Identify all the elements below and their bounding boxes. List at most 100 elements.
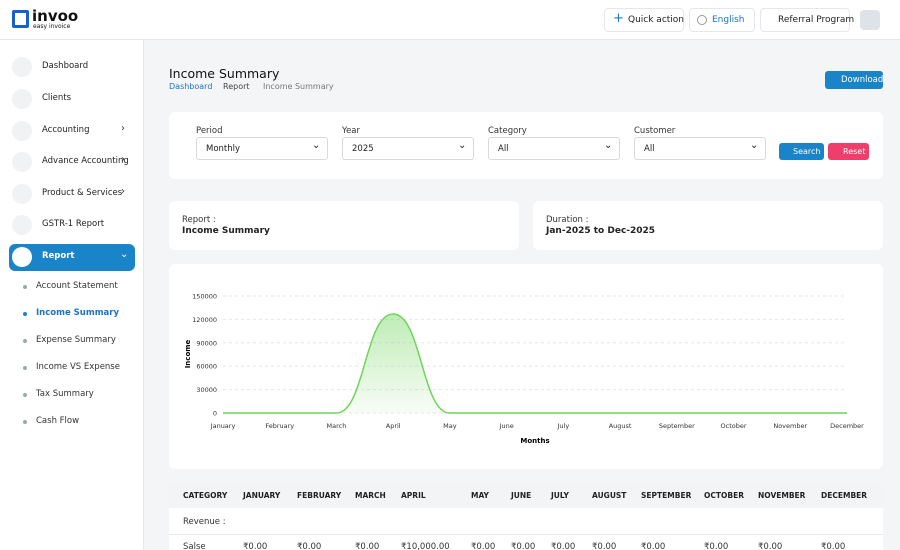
tagline: easy invoice [33, 23, 71, 30]
select[interactable]: All [488, 137, 620, 160]
x-tick-label: January [210, 422, 236, 430]
x-tick-label: September [659, 422, 695, 430]
nav-item[interactable]: Accounting [42, 125, 90, 135]
search[interactable]: Search [779, 143, 824, 160]
plus: + [613, 11, 624, 26]
column-header: APRIL [401, 491, 426, 500]
column-header: FEBRUARY [297, 491, 342, 500]
cell: ₹0.00 [758, 542, 783, 550]
x-tick-label: December [830, 422, 864, 430]
select[interactable]: Monthly [196, 137, 328, 160]
nav-icon [12, 89, 32, 109]
sub-item[interactable]: Account Statement [36, 281, 118, 291]
info-card [169, 201, 519, 250]
cell: ₹0.00 [821, 542, 846, 550]
y-tick-label: 60000 [196, 363, 217, 371]
referral[interactable]: Referral Program [760, 8, 854, 32]
sub-item[interactable]: Income Summary [36, 308, 120, 318]
column-header: MARCH [355, 491, 386, 500]
breadcrumb: Income Summary [263, 82, 334, 91]
nav-icon [12, 184, 32, 204]
nav-item[interactable]: Dashboard [42, 61, 89, 71]
x-tick-label: June [499, 422, 514, 430]
chevron: › [121, 154, 125, 165]
column-header: JANUARY [243, 491, 281, 500]
select[interactable]: All [634, 137, 766, 160]
column-header: NOVEMBER [758, 491, 806, 500]
y-tick-label: 120000 [192, 316, 217, 324]
info-label: Report : [182, 215, 216, 225]
sub-item[interactable]: Cash Flow [36, 416, 80, 426]
area [223, 313, 847, 413]
column-header: JUNE [511, 491, 532, 500]
select-arrow: ⌄ [604, 140, 613, 151]
cell: ₹0.00 [355, 542, 380, 550]
cell: ₹0.00 [641, 542, 666, 550]
cell: ₹0.00 [297, 542, 322, 550]
logo-icon [12, 10, 29, 28]
info-value: Jan-2025 to Dec-2025 [546, 226, 656, 236]
sub-dot [23, 285, 27, 289]
x-tick-label: April [386, 422, 401, 430]
globe [697, 15, 707, 25]
chevron: ⌄ [120, 249, 129, 260]
filter-label: Category [488, 126, 527, 136]
column-header: AUGUST [592, 491, 627, 500]
sub-dot [23, 420, 27, 424]
cell: ₹0.00 [243, 542, 268, 550]
chevron: › [121, 123, 125, 134]
row-line [169, 534, 883, 535]
breadcrumb[interactable]: Report [223, 82, 250, 91]
sub-dot [23, 366, 27, 370]
cell: ₹0.00 [704, 542, 729, 550]
download[interactable]: Download [825, 71, 883, 89]
quick-action[interactable]: Quick action [604, 8, 684, 32]
cell: ₹0.00 [592, 542, 617, 550]
sub-dot [23, 393, 27, 397]
nav-item[interactable]: Product & Services [42, 188, 123, 198]
filter-label: Period [196, 126, 223, 136]
column-header: JULY [551, 491, 569, 500]
nav-item[interactable]: Report [42, 251, 75, 261]
sub-item[interactable]: Income VS Expense [36, 362, 120, 372]
y-tick-label: 0 [213, 410, 217, 418]
sub-item[interactable]: Tax Summary [36, 389, 94, 399]
info-value: Income Summary [182, 226, 270, 236]
sub-dot [23, 312, 27, 316]
table-header [169, 483, 883, 508]
cell: ₹0.00 [511, 542, 536, 550]
x-tick-label: July [557, 422, 570, 430]
nav-icon [12, 247, 32, 267]
info-card [533, 201, 883, 250]
x-tick-label: August [609, 422, 632, 430]
cell: Salse [183, 542, 206, 550]
filter-label: Year [342, 126, 360, 136]
nav-item[interactable]: Clients [42, 93, 72, 103]
avatar[interactable] [860, 10, 880, 30]
column-header: MAY [471, 491, 489, 500]
filter-card [169, 112, 883, 179]
reset[interactable]: Reset [828, 143, 869, 160]
nav-item[interactable]: Advance Accounting [42, 156, 129, 166]
select-arrow: ⌄ [750, 140, 759, 151]
sub-dot [23, 339, 27, 343]
column-header: SEPTEMBER [641, 491, 692, 500]
chevron: › [121, 186, 125, 197]
cell: ₹10,000.00 [401, 542, 450, 550]
x-tick-label: October [721, 422, 747, 430]
y-axis-label: Income [184, 339, 192, 368]
page-title: Income Summary [169, 66, 280, 81]
nav-icon [12, 57, 32, 77]
select[interactable]: 2025 [342, 137, 474, 160]
nav-icon [12, 215, 32, 235]
select-arrow: ⌄ [312, 140, 321, 151]
sub-item[interactable]: Expense Summary [36, 335, 116, 345]
nav-icon [12, 152, 32, 172]
nav-item[interactable]: GSTR-1 Report [42, 219, 105, 229]
x-tick-label: May [443, 422, 457, 430]
x-axis-label: Months [520, 437, 549, 445]
breadcrumb[interactable]: Dashboard [169, 82, 213, 91]
y-tick-label: 150000 [192, 293, 217, 301]
